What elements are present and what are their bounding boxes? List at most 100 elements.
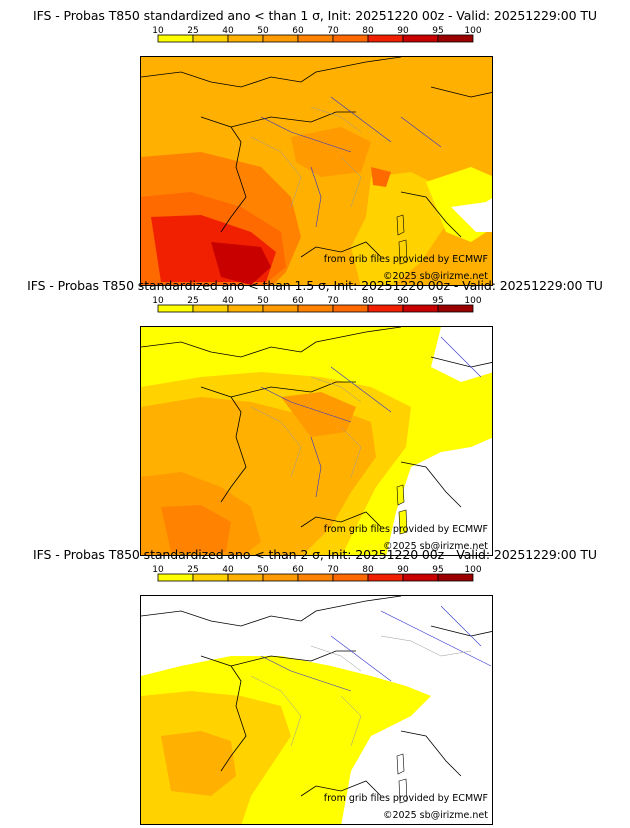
admin-borders [250,106,362,208]
scale-tick-label: 95 [432,26,443,36]
probability-field-central [291,127,371,177]
scale-tick-label: 90 [397,296,409,306]
corsica [396,753,405,775]
scale-color-cell [227,34,264,43]
scale-color-cell [367,34,404,43]
rivers [260,96,442,228]
forecast-panel-1.5sigma: IFS - Probas T850 standardized ano < tha… [0,278,630,556]
scale-color-cell [437,34,474,43]
scale-color-cell [367,573,404,582]
copyright-credit: ©2025 sb@irizme.net [382,271,488,282]
scale-tick-label: 10 [152,565,164,575]
scale-tick-label: 40 [222,26,234,36]
scale-color-cell [332,304,369,313]
admin-borders [250,635,472,747]
probability-color-scale: 10 25 40 50 60 70 80 90 95 100 [140,563,490,591]
scale-tick-label: 25 [187,565,198,575]
sardinia [398,778,408,804]
sardinia [398,239,408,265]
scale-tick-label: 50 [257,565,269,575]
rivers [260,336,482,498]
scale-tick-label: 90 [397,565,409,575]
scale-tick-label: 70 [327,296,339,306]
scale-color-cell [297,34,334,43]
probability-field-central [281,392,356,437]
scale-tick-label: 95 [432,565,443,575]
scale-color-cell [332,573,369,582]
probability-field-iberia-max [211,242,271,285]
panel-title: IFS - Probas T850 standardized ano < tha… [33,8,597,23]
scale-tick-label: 10 [152,296,164,306]
scale-color-cell [227,304,264,313]
admin-borders [250,376,362,478]
scale-color-cell [262,34,299,43]
map-svg [141,57,492,285]
color-scale-svg: 10 25 40 50 60 70 80 90 95 100 [152,26,482,43]
corsica [396,484,405,506]
scale-tick-label: 100 [464,296,481,306]
scale-color-cell [437,304,474,313]
probability-map[interactable]: from grib files provided by ECMWF ©2025 … [140,326,493,556]
sea-low-prob [451,198,492,232]
probability-field-iberia [161,505,231,552]
forecast-panel-2sigma: IFS - Probas T850 standardized ano < tha… [0,547,630,825]
scale-tick-label: 25 [187,296,198,306]
rivers [260,605,492,692]
scale-color-cell [192,34,229,43]
color-scale-svg: 10 25 40 50 60 70 80 90 95 100 [152,296,482,313]
probability-map[interactable]: from grib files provided by ECMWF ©2025 … [140,56,493,286]
probability-color-scale: 10 25 40 50 60 70 80 90 95 100 [140,24,490,52]
scale-color-cell [157,573,194,582]
scale-color-cell [262,304,299,313]
sea-low-prob [386,437,492,555]
scale-color-cell [157,34,194,43]
scale-color-cell [192,304,229,313]
probability-field-alps-peak [371,167,391,187]
scale-tick-label: 80 [362,26,374,36]
scale-color-cell [297,573,334,582]
scale-color-cell [437,573,474,582]
scale-tick-label: 40 [222,296,234,306]
scale-color-cell [157,304,194,313]
scale-tick-label: 80 [362,565,374,575]
probability-map[interactable]: from grib files provided by ECMWF ©2025 … [140,595,493,825]
scale-tick-label: 25 [187,26,198,36]
scale-tick-label: 40 [222,565,234,575]
data-source-credit: from grib files provided by ECMWF [323,793,488,804]
scale-color-cell [402,573,439,582]
scale-tick-label: 70 [327,26,339,36]
data-source-credit: from grib files provided by ECMWF [323,524,488,535]
scale-tick-label: 70 [327,565,339,575]
scale-tick-label: 60 [292,565,304,575]
scale-tick-label: 10 [152,26,164,36]
scale-color-cell [227,573,264,582]
scale-tick-label: 50 [257,296,269,306]
scale-color-cell [262,573,299,582]
coastlines [141,327,492,528]
map-svg [141,327,492,555]
scale-color-cell [402,304,439,313]
scale-tick-label: 90 [397,26,409,36]
copyright-credit: ©2025 sb@irizme.net [382,810,488,821]
scale-tick-label: 80 [362,296,374,306]
sardinia [398,509,408,535]
scale-color-cell [192,573,229,582]
scale-tick-label: 50 [257,26,269,36]
forecast-panel-1sigma: IFS - Probas T850 standardized ano < tha… [0,8,630,286]
panel-title: IFS - Probas T850 standardized ano < tha… [27,278,603,293]
probability-color-scale: 10 25 40 50 60 70 80 90 95 100 [140,294,490,322]
probability-field-southwest [161,731,236,796]
north-low-prob [431,327,492,382]
corsica [396,214,405,236]
copyright-credit: ©2025 sb@irizme.net [382,541,488,552]
scale-tick-label: 95 [432,296,443,306]
scale-color-cell [297,304,334,313]
scale-tick-label: 100 [464,26,481,36]
map-svg [141,596,492,824]
data-source-credit: from grib files provided by ECMWF [323,254,488,265]
color-scale-svg: 10 25 40 50 60 70 80 90 95 100 [152,565,482,582]
panel-title: IFS - Probas T850 standardized ano < tha… [33,547,597,562]
scale-color-cell [402,34,439,43]
scale-color-cell [367,304,404,313]
coastlines [141,57,492,258]
